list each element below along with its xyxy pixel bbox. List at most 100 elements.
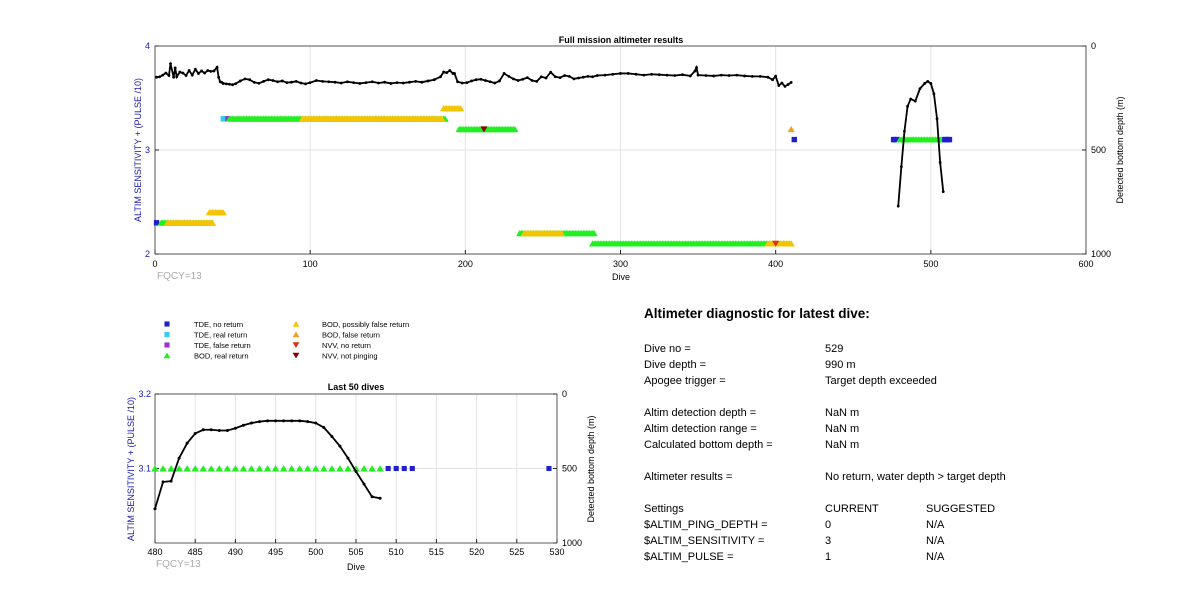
legend-label: TDE, no return [194, 320, 243, 329]
depth-point [304, 82, 307, 86]
depth-point [161, 480, 165, 484]
marker-bod_real [263, 465, 272, 472]
depth-point [634, 72, 638, 76]
depth-point [187, 69, 191, 72]
dive-no-label: Dive no = [644, 343, 691, 355]
depth-line [897, 80, 945, 207]
depth-point [370, 80, 374, 84]
x-tick-label: 480 [147, 547, 162, 557]
depth-point [249, 421, 253, 425]
marker-bod_real [239, 465, 248, 472]
bottom-depth-row: Calculated bottom depth = NaN m [644, 437, 1164, 453]
setting-suggested: N/A [926, 535, 945, 547]
depth-point [280, 79, 284, 83]
marker-bod_real [511, 125, 519, 133]
marker-tde_no_return [385, 465, 391, 472]
setting-row: $ALTIM_PING_DEPTH = 0 N/A [644, 517, 1164, 533]
chart1-plot-frame [154, 45, 1087, 255]
marker-bod_possibly_false [219, 209, 227, 216]
legend-label: BOD, real return [194, 352, 249, 361]
chart2-title: Last 50 dives [328, 382, 385, 392]
depth-point [209, 69, 213, 73]
depth-point [688, 74, 692, 78]
depth-point [453, 72, 456, 75]
depth-point [918, 87, 922, 91]
x-tick-label: 200 [458, 259, 473, 269]
marker-bod_real [207, 465, 216, 472]
chart1-title: Full mission altimeter results [559, 35, 684, 45]
depth-point [750, 74, 754, 78]
legend-label: NVV, no return [322, 341, 371, 350]
chart1-xlabel: Dive [612, 272, 630, 282]
depth-point [257, 81, 261, 85]
depth-point [200, 69, 203, 73]
x-tick-label: 0 [152, 259, 157, 269]
setting-name: $ALTIM_PING_DEPTH = [644, 519, 768, 531]
x-tick-label: 520 [469, 547, 484, 557]
depth-point [923, 82, 927, 85]
depth-point [665, 73, 669, 77]
x-tick-label: 500 [923, 259, 938, 269]
depth-point [271, 79, 275, 82]
depth-point [299, 81, 303, 85]
depth-point [780, 81, 784, 85]
x-tick-label: 500 [308, 547, 323, 557]
depth-point [521, 77, 525, 81]
depth-point [354, 469, 358, 473]
marker-tde_false [164, 342, 170, 348]
depth-point [238, 79, 242, 83]
x-tick-label: 515 [429, 547, 444, 557]
depth-point [899, 165, 903, 169]
depth-point [650, 72, 653, 76]
depth-point [225, 429, 229, 433]
depth-point [903, 129, 906, 133]
depth-point [352, 81, 356, 85]
depth-point [177, 456, 181, 460]
depth-point [338, 444, 342, 448]
depth-point [206, 69, 210, 72]
marker-bod_real [271, 465, 280, 472]
marker-bod_real [279, 465, 288, 472]
depth-point [479, 77, 483, 81]
legend-label: BOD, possibly false return [322, 320, 409, 329]
depth-point [252, 81, 256, 84]
depth-point [512, 77, 515, 81]
depth-point [241, 423, 245, 427]
depth-point [549, 70, 553, 74]
depth-point [507, 74, 511, 78]
depth-point [224, 82, 228, 86]
depth-point [290, 80, 293, 84]
marker-bod_possibly_false [457, 105, 465, 112]
depth-point [322, 426, 326, 430]
apogee-row: Apogee trigger = Target depth exceeded [644, 373, 1164, 389]
depth-point [248, 78, 252, 82]
depth-point [619, 72, 622, 75]
depth-point [221, 82, 225, 85]
marker-tde_no_return [393, 465, 399, 472]
setting-name: $ALTIM_PULSE = [644, 551, 734, 563]
depth-point [488, 80, 492, 84]
depth-point [544, 76, 548, 80]
marker-bod_possibly_false [438, 115, 446, 122]
depth-point [526, 76, 529, 80]
bottom-depth-label: Calculated bottom depth = [644, 439, 773, 451]
depth-point [294, 79, 298, 83]
depth-point [938, 161, 942, 164]
depth-point [474, 78, 478, 82]
depth-point [581, 75, 585, 79]
depth-point [314, 79, 318, 82]
marker-bod_real [223, 465, 232, 472]
depth-point [276, 80, 279, 84]
marker-tde_no_return [153, 220, 160, 226]
depth-point [169, 479, 173, 483]
setting-current: 3 [825, 535, 832, 547]
marker-bod_real [199, 465, 208, 472]
apogee-value: Target depth exceeded [825, 375, 937, 387]
marker-bod_possibly_false [557, 229, 566, 237]
depth-point [266, 419, 270, 423]
depth-point [285, 81, 289, 85]
depth-point [201, 428, 205, 432]
marker-bod_real [287, 465, 296, 472]
marker-tde_no_return [164, 321, 170, 327]
